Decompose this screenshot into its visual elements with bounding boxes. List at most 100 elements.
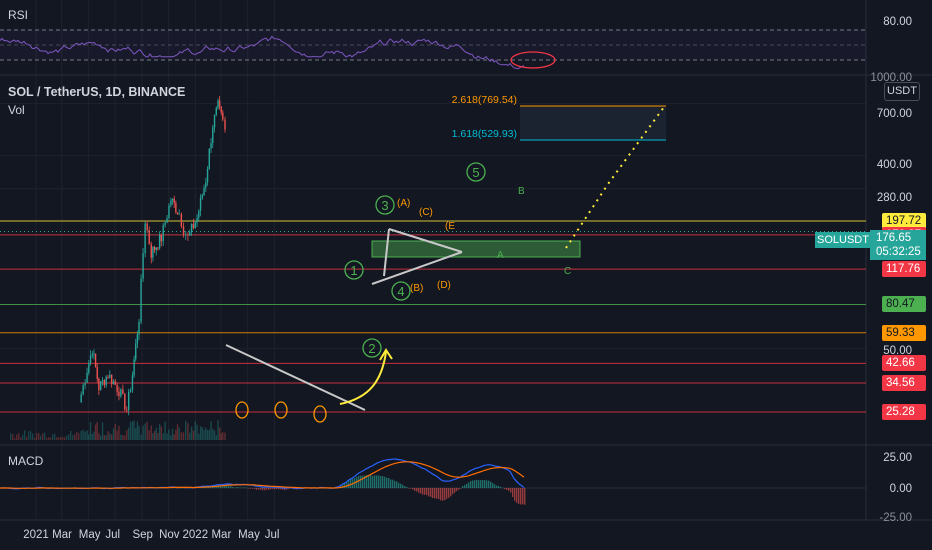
macd-histogram-bar: [274, 488, 276, 490]
volume-bar: [196, 424, 198, 440]
currency-button[interactable]: USDT: [884, 82, 920, 101]
wave-c-green-label: C: [564, 266, 571, 277]
volume-bar: [118, 425, 120, 440]
macd-histogram-bar: [494, 484, 496, 488]
macd-histogram-bar: [266, 488, 268, 490]
macd-histogram-bar: [482, 480, 484, 488]
macd-histogram-bar: [234, 487, 236, 489]
fib-zone: [520, 106, 666, 140]
macd-histogram-bar: [404, 486, 406, 488]
macd-histogram-bar: [388, 478, 390, 488]
volume-bar: [22, 434, 24, 440]
volume-bar: [152, 433, 154, 440]
macd-histogram-bar: [230, 486, 232, 488]
macd-histogram-bar: [272, 488, 274, 490]
volume-bar: [12, 434, 14, 440]
volume-bar: [157, 433, 159, 440]
volume-bar: [70, 430, 72, 440]
candle-body: [152, 247, 154, 258]
volume-bar: [194, 421, 196, 440]
consolidation-box: [371, 240, 581, 258]
volume-bar: [60, 436, 62, 440]
volume-bar: [116, 430, 118, 440]
volume-bar: [185, 420, 187, 440]
candle-body: [199, 197, 202, 211]
macd-histogram-bar: [432, 488, 434, 499]
candle-body: [215, 107, 217, 115]
candle-body: [89, 355, 92, 364]
descending-trendline: [225, 344, 366, 411]
macd-pane-label[interactable]: MACD: [8, 454, 44, 468]
volume-bar: [93, 431, 95, 440]
volume-bar: [20, 437, 22, 440]
volume-bar: [171, 428, 174, 440]
candle-body: [218, 100, 221, 107]
wave-1-circle: [344, 260, 364, 280]
candle-body: [126, 409, 128, 411]
candle-body: [157, 247, 159, 249]
volume-label[interactable]: Vol: [8, 103, 25, 117]
volume-bar: [168, 429, 170, 440]
macd-histogram-bar: [380, 476, 382, 488]
volume-bar: [50, 437, 52, 440]
macd-histogram-bar: [504, 488, 506, 490]
macd-histogram-bar: [270, 488, 272, 490]
macd-histogram-bar: [446, 488, 448, 499]
volume-bar: [192, 430, 195, 440]
macd-histogram-bar: [458, 488, 460, 490]
volume-bars: [10, 420, 226, 440]
volume-bar: [217, 420, 219, 440]
volume-bar: [158, 424, 161, 440]
macd-histogram-bar: [186, 487, 188, 489]
candle-body: [153, 247, 156, 250]
macd-histogram-bar: [220, 486, 222, 488]
macd-histogram-bar: [384, 476, 386, 488]
volume-bar: [212, 428, 214, 440]
volume-bar: [190, 426, 193, 440]
macd-histogram-bar: [262, 488, 264, 491]
symbol-title[interactable]: SOL / TetherUS, 1D, BINANCE: [8, 85, 186, 99]
candle-body: [164, 222, 166, 226]
macd-histogram-bar: [420, 488, 422, 494]
candle-body: [133, 359, 135, 376]
volume-bar: [72, 435, 74, 440]
volume-bar: [210, 421, 212, 440]
candle-body: [192, 223, 195, 229]
volume-bar: [220, 433, 222, 440]
candle-body: [176, 212, 179, 215]
time-axis-label: Nov: [159, 529, 180, 541]
price-level-tag: 80.47: [882, 296, 926, 313]
price-axis-label-50: 50.00: [883, 345, 912, 357]
volume-bar: [38, 432, 40, 440]
rsi-pane-label[interactable]: RSI: [8, 8, 29, 22]
candle-body: [98, 378, 100, 391]
wave-2-circle: [362, 338, 382, 358]
macd-histogram-bar: [242, 487, 244, 489]
triangle-left-line: [383, 228, 390, 277]
candle-body: [150, 244, 152, 258]
candle-body: [91, 354, 94, 356]
macd-histogram-bar: [390, 479, 392, 488]
macd-histogram-bar: [210, 487, 212, 488]
candle-body: [205, 182, 207, 188]
volume-bar: [16, 434, 18, 440]
candle-body: [82, 385, 84, 395]
macd-histogram-bar: [470, 481, 472, 488]
volume-bar: [28, 431, 30, 440]
wave-b-green-label: B: [518, 186, 525, 197]
macd-histogram-bar: [212, 486, 214, 488]
macd-histogram-bar: [490, 481, 492, 488]
macd-histogram-bar: [222, 485, 224, 488]
volume-bar: [74, 434, 76, 440]
macd-histogram-bar: [276, 488, 278, 489]
fib-2618-label: 2.618(769.54): [452, 94, 517, 106]
candle-body: [135, 343, 137, 360]
macd-histogram-bar: [180, 487, 182, 489]
current-price: 176.65: [876, 232, 912, 244]
candle-body: [84, 382, 86, 386]
macd-histogram-bar: [282, 488, 284, 490]
macd-histogram-bar: [190, 487, 192, 489]
macd-histogram-bar: [520, 488, 522, 505]
macd-histogram-bar: [350, 479, 352, 488]
